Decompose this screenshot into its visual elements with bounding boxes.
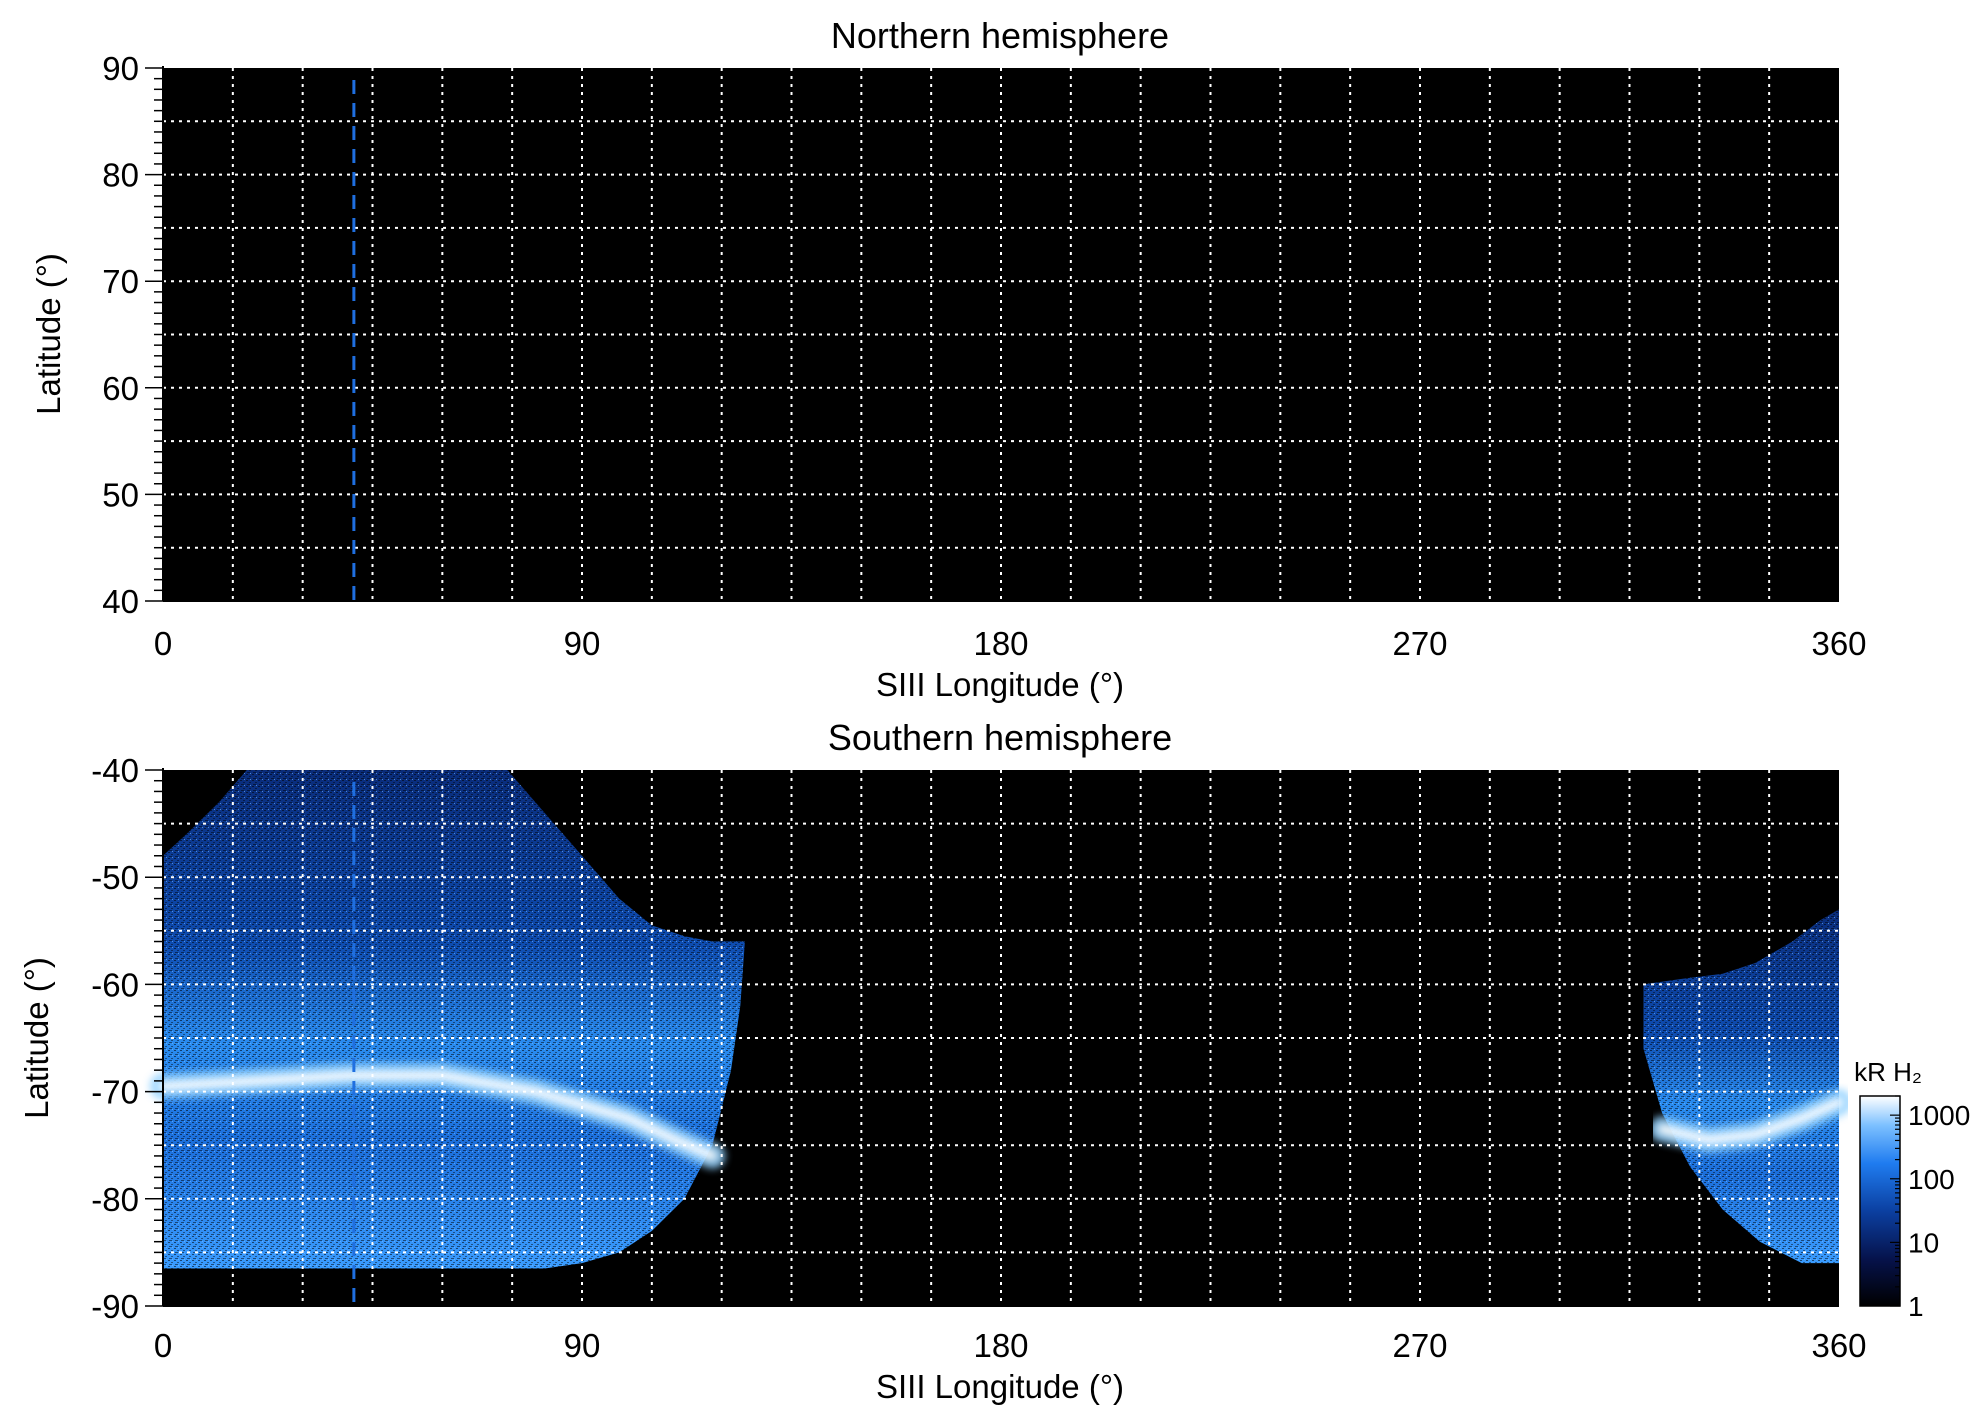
chart-title: Northern hemisphere	[831, 15, 1169, 56]
emission-texture	[1643, 909, 1839, 1264]
y-axis-label: Latitude (°)	[18, 957, 55, 1119]
emission-texture	[163, 770, 745, 1269]
x-tick-label: 0	[154, 625, 172, 662]
y-tick-label: -80	[91, 1181, 139, 1218]
colorbar-tick-label: 1	[1908, 1291, 1924, 1322]
aurora-band-core	[158, 1071, 717, 1161]
southern-hemisphere-panel: Southern hemisphere -40 -50 -60 -70 -80 -90 0 9…	[18, 717, 1867, 1405]
y-tick-label: -40	[91, 752, 139, 789]
y-tick-label: 70	[102, 263, 139, 300]
grid-lines	[163, 68, 1839, 601]
colorbar-tick-label: 1000	[1908, 1100, 1970, 1131]
y-tick-label: 80	[102, 157, 139, 194]
y-tick-label: -90	[91, 1288, 139, 1325]
x-axis-label: SIII Longitude (°)	[876, 1368, 1124, 1405]
colorbar-tick-label: 100	[1908, 1164, 1955, 1195]
y-tick-label: 50	[102, 476, 139, 513]
x-tick-label: 360	[1811, 625, 1866, 662]
axis-ticks: 40 50 60 70 80 90 0 90 180 270 360	[102, 50, 1866, 662]
x-tick-label: 180	[973, 625, 1028, 662]
colorbar-gradient	[1859, 1095, 1901, 1307]
x-tick-label: 90	[564, 625, 601, 662]
aurora-band-core	[1657, 1097, 1844, 1145]
y-tick-label: -70	[91, 1074, 139, 1111]
x-tick-label: 0	[154, 1327, 172, 1364]
x-axis-label: SIII Longitude (°)	[876, 666, 1124, 703]
y-tick-label: -60	[91, 966, 139, 1003]
y-tick-label: 40	[102, 583, 139, 620]
y-axis-label: Latitude (°)	[30, 253, 67, 415]
northern-hemisphere-panel: Northern hemisphere 40 50 60 70 80 90 0 90 180 27…	[30, 15, 1867, 703]
y-tick-label: 90	[102, 50, 139, 87]
x-tick-label: 90	[564, 1327, 601, 1364]
axis-ticks: -40 -50 -60 -70 -80 -90 0 90 180 270 360	[91, 752, 1866, 1364]
colorbar: kR H₂ 1 10 100 1000	[1854, 1057, 1970, 1322]
colorbar-tick-label: 10	[1908, 1227, 1939, 1258]
x-tick-label: 360	[1811, 1327, 1866, 1364]
y-tick-label: 60	[102, 370, 139, 407]
chart-title: Southern hemisphere	[828, 717, 1172, 758]
colorbar-ticks: 1 10 100 1000	[1890, 1095, 1970, 1322]
grid-lines	[163, 770, 1839, 1306]
emission-layer	[150, 770, 1852, 1269]
y-tick-label: -50	[91, 859, 139, 896]
x-tick-label: 180	[973, 1327, 1028, 1364]
colorbar-label: kR H₂	[1854, 1057, 1922, 1087]
x-tick-label: 270	[1392, 1327, 1447, 1364]
x-tick-label: 270	[1392, 625, 1447, 662]
